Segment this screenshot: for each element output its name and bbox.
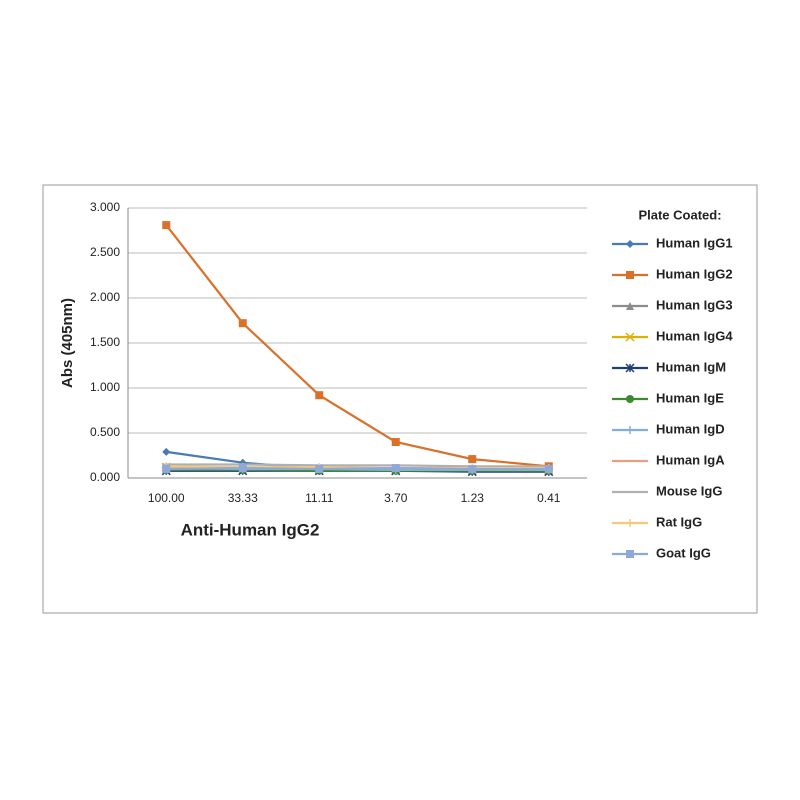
x-tick-label: 100.00 xyxy=(148,491,185,505)
x-tick-label: 11.11 xyxy=(305,491,334,505)
y-tick-label: 2.000 xyxy=(90,290,120,304)
legend-label: Human IgG2 xyxy=(656,266,733,281)
x-tick-label: 33.33 xyxy=(228,491,258,505)
legend-marker xyxy=(625,363,635,373)
legend-marker xyxy=(625,332,635,342)
data-point xyxy=(162,465,171,473)
series-line xyxy=(166,463,549,468)
y-axis-label: Abs (405nm) xyxy=(59,298,76,388)
legend-label: Human IgA xyxy=(656,452,725,467)
legend-marker xyxy=(626,302,634,310)
legend-label: Human IgG4 xyxy=(656,328,733,343)
legend-label: Rat IgG xyxy=(656,514,702,529)
legend-marker xyxy=(626,271,634,279)
y-tick-label: 0.500 xyxy=(90,425,120,439)
data-point xyxy=(238,319,247,328)
legend-label: Goat IgG xyxy=(656,545,711,560)
data-point xyxy=(238,464,247,473)
data-point xyxy=(315,391,324,400)
data-point xyxy=(544,465,553,473)
x-tick-label: 3.70 xyxy=(384,491,408,505)
legend-label: Human IgD xyxy=(656,421,725,436)
legend-marker xyxy=(626,240,634,248)
legend-label: Human IgE xyxy=(656,390,724,405)
x-axis-label: Anti-Human IgG2 xyxy=(181,520,320,539)
legend-label: Human IgM xyxy=(656,359,726,374)
data-point xyxy=(162,447,171,456)
legend-title: Plate Coated: xyxy=(638,207,721,222)
x-tick-label: 0.41 xyxy=(537,491,561,505)
series-line xyxy=(165,224,549,468)
y-tick-label: 1.500 xyxy=(90,335,120,349)
legend-label: Human IgG1 xyxy=(656,235,733,250)
legend-marker xyxy=(626,426,634,434)
data-point xyxy=(468,455,477,464)
series-line xyxy=(166,466,549,471)
data-point xyxy=(391,464,400,473)
data-point xyxy=(391,438,400,446)
legend-marker xyxy=(626,550,634,558)
data-point xyxy=(315,465,324,473)
legend-marker xyxy=(626,519,634,527)
y-tick-label: 2.500 xyxy=(90,245,120,259)
y-tick-label: 3.000 xyxy=(90,200,120,214)
x-tick-label: 1.23 xyxy=(461,491,485,505)
data-point xyxy=(162,221,171,230)
data-point xyxy=(468,465,477,473)
y-tick-label: 0.000 xyxy=(90,470,120,484)
legend-marker xyxy=(626,395,634,403)
legend-label: Mouse IgG xyxy=(656,483,722,498)
legend-label: Human IgG3 xyxy=(656,297,733,312)
chart-frame xyxy=(42,184,758,614)
y-tick-label: 1.000 xyxy=(90,380,120,394)
